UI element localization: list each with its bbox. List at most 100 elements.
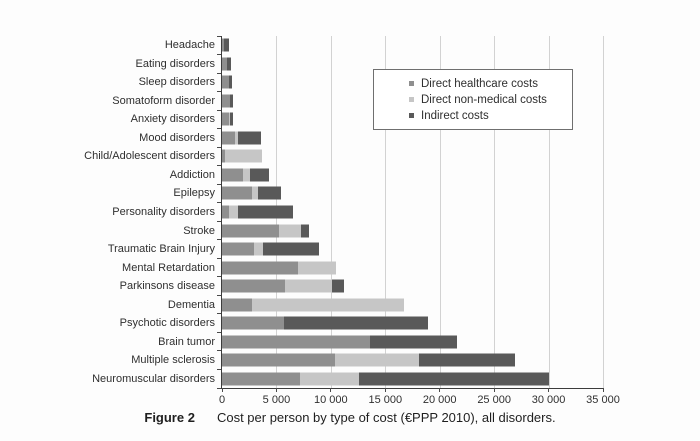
bar-row: Traumatic Brain Injury — [108, 240, 603, 259]
stacked-bar — [222, 94, 233, 108]
stacked-bar — [222, 335, 458, 349]
bar-segment-direct-healthcare — [222, 353, 336, 367]
x-axis-tick — [384, 388, 386, 392]
bar-row: Dementia — [168, 295, 603, 314]
bar-row: Somatoform disorder — [112, 92, 603, 111]
bar-segment-direct-healthcare — [222, 261, 299, 275]
bar-row: Headache — [165, 36, 603, 55]
gridline-35000 — [603, 36, 604, 388]
bar-segment-indirect — [284, 316, 428, 330]
bar-segment-direct-healthcare — [222, 335, 371, 349]
legend-item: Indirect costs — [409, 110, 572, 122]
category-label: Traumatic Brain Injury — [107, 243, 215, 256]
bar-row: Eating disorders — [136, 55, 603, 74]
y-axis-tick — [217, 91, 221, 93]
bar-row: Addiction — [170, 166, 603, 185]
gridline-25000 — [494, 36, 496, 388]
stacked-bar — [222, 316, 428, 330]
stacked-bar — [222, 298, 404, 312]
legend-marker-icon — [409, 113, 414, 118]
legend: Direct healthcare costs Direct non-medica… — [373, 69, 573, 130]
bar-segment-direct-non-medical — [285, 279, 332, 293]
bar-row: Personality disorders — [112, 203, 603, 222]
bar-segment-indirect — [359, 372, 549, 386]
bar-row: Neuromuscular disorders — [92, 369, 603, 388]
x-axis-tick-label: 10 000 — [314, 394, 348, 406]
category-label: Mental Retardation — [122, 261, 215, 274]
x-axis-tick-label: 0 — [218, 394, 226, 406]
bar-segment-direct-healthcare — [222, 186, 253, 200]
category-label: Headache — [164, 39, 215, 52]
x-axis-tick-label: 30 000 — [531, 394, 566, 406]
x-axis-tick — [493, 388, 495, 392]
bar-segment-direct-healthcare — [222, 94, 230, 108]
x-axis-tick-label: 35 000 — [586, 394, 620, 406]
x-axis-tick-label: 20 000 — [422, 394, 457, 406]
stacked-bar — [222, 372, 549, 386]
y-axis-tick — [217, 54, 221, 56]
category-label: Addiction — [169, 168, 215, 181]
bar-segment-direct-healthcare — [222, 279, 286, 293]
category-label: Sleep disorders — [138, 76, 215, 89]
y-axis-tick — [217, 368, 221, 370]
x-axis-tick — [439, 388, 441, 392]
category-label: Eating disorders — [135, 57, 216, 70]
category-label: Dementia — [167, 298, 215, 311]
bar-segment-direct-healthcare — [222, 298, 253, 312]
y-axis-tick — [217, 165, 221, 167]
y-axis-tick — [217, 72, 221, 74]
y-axis-tick — [217, 146, 221, 148]
bar-segment-direct-healthcare — [222, 242, 254, 256]
category-label: Stroke — [183, 224, 215, 237]
bar-segment-direct-healthcare — [222, 112, 229, 126]
bar-segment-direct-healthcare — [222, 372, 301, 386]
x-axis-tick-label: 5 000 — [262, 394, 291, 406]
bar-row: Anxiety disorders — [131, 110, 603, 129]
x-axis-tick-label: 15 000 — [368, 394, 403, 406]
gridline-10000 — [330, 36, 332, 388]
bar-segment-indirect — [419, 353, 515, 367]
y-axis-tick — [217, 183, 221, 185]
bar-segment-direct-non-medical — [228, 205, 239, 219]
x-axis-tick-label: 25 000 — [477, 394, 511, 406]
stacked-bar — [222, 261, 337, 275]
category-label: Multiple sclerosis — [131, 354, 215, 367]
category-label: Parkinsons disease — [119, 280, 215, 293]
x-axis-tick — [602, 388, 604, 392]
gridline-20000 — [439, 36, 441, 388]
bar-row: Multiple sclerosis — [131, 351, 603, 370]
bar-segment-indirect — [228, 75, 232, 89]
stacked-bar — [222, 38, 229, 52]
x-axis-tick — [221, 388, 223, 392]
bar-row: Brain tumor — [158, 332, 603, 351]
bar-row: Parkinsons disease — [120, 277, 603, 296]
bar-segment-direct-non-medical — [300, 372, 360, 386]
category-label: Somatoform disorder — [112, 94, 215, 107]
bar-segment-direct-healthcare — [222, 38, 225, 52]
bar-segment-direct-non-medical — [252, 186, 258, 200]
category-label: Epilepsy — [173, 187, 215, 200]
figure-caption-text: Cost per person by type of cost (€PPP 20… — [216, 410, 556, 425]
stacked-bar — [222, 112, 233, 126]
legend-item: Direct healthcare costs — [409, 78, 572, 90]
bar-segment-direct-non-medical — [335, 353, 420, 367]
figure-caption-label: Figure 2 — [144, 410, 195, 425]
y-axis-tick — [217, 350, 221, 352]
bar-segment-direct-healthcare — [222, 75, 229, 89]
y-axis-tick — [217, 239, 221, 241]
y-axis-tick — [217, 331, 221, 333]
bar-row: Sleep disorders — [139, 73, 603, 92]
bar-segment-direct-non-medical — [253, 242, 264, 256]
x-axis-tick — [548, 388, 550, 392]
bar-segment-direct-healthcare — [222, 224, 279, 237]
bar-row: Mood disorders — [139, 129, 603, 148]
stacked-bar — [222, 279, 344, 293]
bar-row: Stroke — [183, 221, 603, 240]
legend-marker-icon — [409, 81, 414, 86]
bar-segment-direct-healthcare — [222, 57, 228, 71]
bar-segment-direct-healthcare — [222, 149, 226, 163]
y-axis-tick — [217, 35, 221, 37]
bar-row: Epilepsy — [173, 184, 603, 203]
bar-segment-indirect — [301, 224, 310, 237]
